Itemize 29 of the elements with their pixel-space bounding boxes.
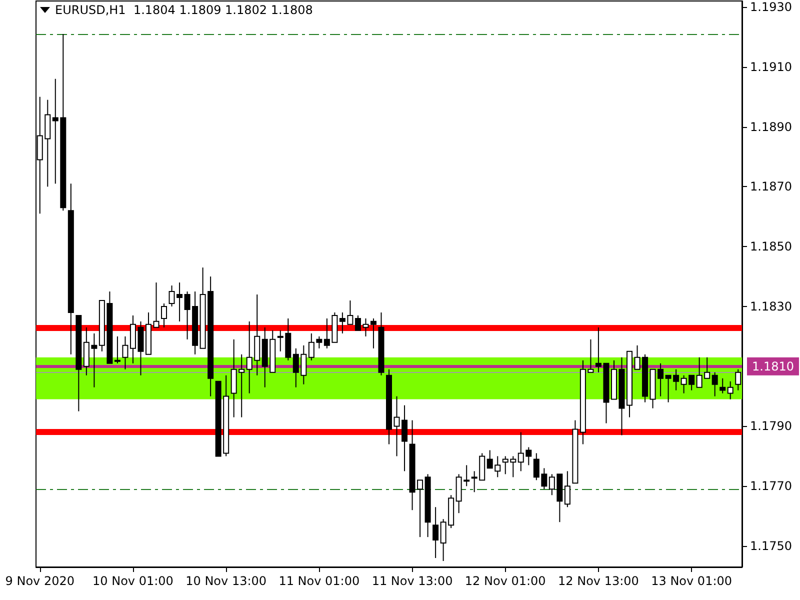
x-tick-label: 11 Nov 13:00 — [372, 574, 453, 588]
candlestick — [114, 336, 120, 364]
x-tick-label: 9 Nov 2020 — [5, 574, 74, 588]
x-tick-label: 10 Nov 13:00 — [186, 574, 267, 588]
y-tick-label: 1.1930 — [750, 0, 792, 14]
candlestick — [564, 470, 570, 508]
candlestick — [712, 372, 718, 397]
x-tick-label: 12 Nov 01:00 — [464, 574, 546, 588]
candlestick — [720, 378, 726, 394]
candlestick — [153, 282, 160, 328]
y-tick-label: 1.1750 — [750, 539, 792, 554]
y-tick-label: 1.1790 — [750, 419, 792, 434]
y-tick-label: 1.1890 — [750, 120, 792, 134]
candlestick — [432, 506, 439, 559]
y-tick-label: 1.1830 — [750, 299, 792, 314]
x-tick-label: 11 Nov 01:00 — [278, 574, 360, 588]
y-tick-label: 1.1870 — [750, 180, 792, 194]
chart-title: EURUSD,H1 1.1804 1.1809 1.1802 1.1808 — [55, 3, 313, 17]
candlestick — [122, 336, 128, 370]
y-tick-label: 1.1910 — [750, 60, 792, 74]
ref-line-label: 1.1810 — [752, 359, 794, 374]
y-tick-label: 1.1850 — [750, 240, 792, 254]
x-tick-label: 12 Nov 13:00 — [558, 574, 639, 588]
candlestick — [727, 380, 734, 400]
candlestick — [370, 318, 376, 349]
y-tick-label: 1.1770 — [750, 479, 792, 494]
x-tick-label: 13 Nov 01:00 — [651, 574, 732, 588]
candlestick — [161, 302, 168, 328]
x-tick-label: 10 Nov 01:00 — [92, 574, 174, 588]
